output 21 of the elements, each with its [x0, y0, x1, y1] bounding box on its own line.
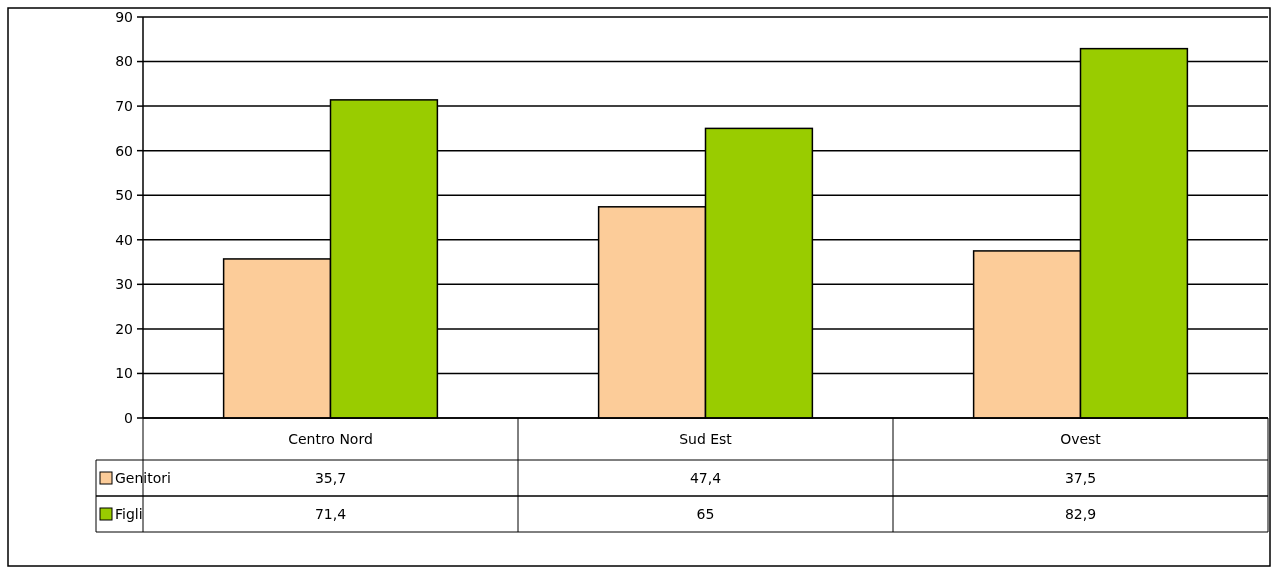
y-tick-label: 40	[115, 231, 133, 248]
data-label: 47,4	[689, 469, 722, 486]
y-tick-label: 50	[115, 187, 133, 204]
y-tick-label: 60	[115, 142, 133, 159]
y-tick-label: 10	[115, 365, 133, 382]
data-label: 35,7	[314, 469, 347, 486]
legend-label: Genitori	[115, 469, 171, 486]
y-tick-label: 0	[124, 409, 133, 426]
data-label: 82,9	[1064, 505, 1097, 522]
y-tick-label: 90	[115, 8, 133, 25]
legend-label: Figli	[115, 505, 143, 522]
data-label: 65	[696, 505, 715, 522]
y-tick-label: 20	[115, 320, 133, 337]
data-label: 37,5	[1064, 469, 1097, 486]
data-label: 71,4	[314, 505, 347, 522]
y-tick-label: 80	[115, 53, 133, 70]
y-tick-label: 30	[115, 276, 133, 293]
y-tick-label: 70	[115, 98, 133, 115]
x-tick-label: Centro Nord	[288, 430, 373, 447]
x-tick-label: Ovest	[1060, 430, 1102, 447]
x-tick-label: Sud Est	[679, 430, 733, 447]
